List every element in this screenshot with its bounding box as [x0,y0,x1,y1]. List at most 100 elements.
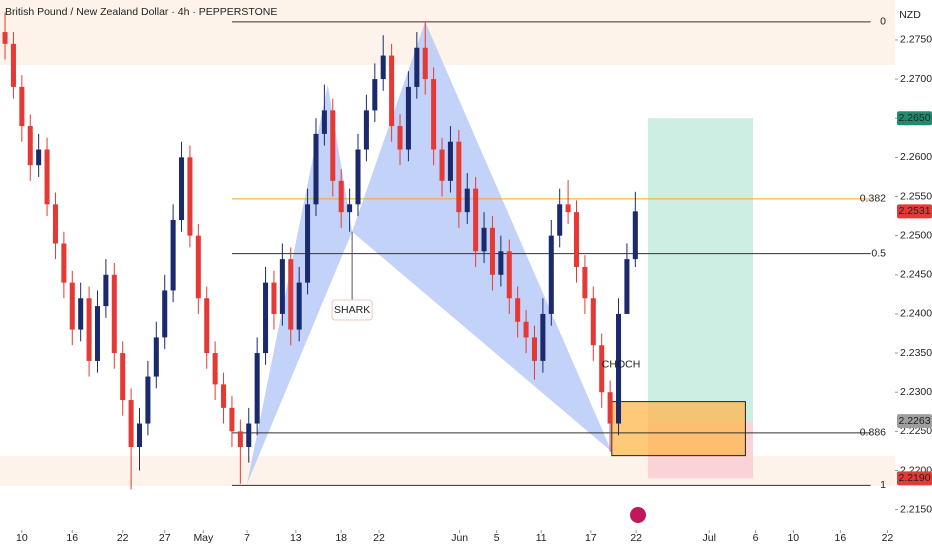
candle-body [162,290,168,338]
candle-body [229,407,235,432]
x-tick-label: Jun [451,532,468,544]
candle-body [195,235,201,299]
candle-body [464,188,470,213]
price-badge [897,111,932,126]
candle-body [582,266,588,299]
fib-label: 0.886 [860,427,886,439]
candle-body [338,180,344,213]
candle-body [111,274,117,354]
x-tick-label: Jul [703,532,716,544]
chart-title: British Pound / New Zealand Dollar · 4h … [5,6,277,18]
candle-body [170,219,176,291]
candle-body [557,204,563,236]
candle-body [481,227,487,252]
candle-body [397,126,403,150]
candle-body [615,313,622,424]
candle-body [632,211,638,260]
candle-body [456,141,462,213]
candle-body [103,274,109,307]
candle-body [86,298,92,361]
candle-body [296,282,302,330]
y-tick-label: 2.2350 [900,347,932,359]
price-badge-label: 2.2263 [898,415,930,427]
candle-body [78,298,84,330]
candle-body [405,86,411,150]
candle-body [27,126,33,166]
candle-body [36,149,42,166]
target-area [647,118,753,422]
plot [2,12,871,490]
candle-body [94,306,101,361]
x-tick-label: 13 [290,532,302,544]
x-tick-label: 22 [882,532,894,544]
candle-body [153,337,159,377]
candle-body [237,431,243,448]
y-tick-label: 2.2750 [900,34,932,46]
candle-body [515,298,521,322]
candle-body [531,337,537,361]
candle-body [120,353,126,401]
candle-body [279,259,285,314]
currency-label: NZD [899,9,921,21]
candle-body [128,400,134,448]
candle-body [414,47,420,87]
price-badge-label: 2.2650 [898,112,930,124]
candle-body [439,149,445,181]
fib-label: 0 [880,16,886,28]
candle-body [506,251,512,299]
candle-body [19,86,25,127]
candle-body [590,298,596,346]
y-tick-label: 2.2700 [900,73,932,85]
candle-body [204,298,210,354]
candle-body [624,259,630,314]
candle-body [52,204,58,244]
candle-body [540,313,546,361]
bottom-band [0,456,895,486]
fib-label: 0.382 [860,193,886,205]
candle-body [321,110,327,134]
y-tick-label: 2.2150 [900,503,932,515]
candle-body [288,259,294,330]
candle-body [573,212,580,267]
y-tick-label: 2.2600 [900,151,932,163]
candle-body [246,423,252,448]
candle-body [607,392,613,424]
x-tick-label: 7 [244,532,250,544]
y-tick-label: 2.2550 [900,190,932,202]
fib-label: 1 [880,479,886,491]
price-badge [897,414,932,429]
candle-body [145,376,151,424]
y-tick-label: 2.2450 [900,269,932,281]
candle-body [565,204,571,213]
candle-body [271,282,277,314]
x-tick-label: 10 [787,532,799,544]
x-tick-label: 22 [117,532,129,544]
candle-body [599,345,605,393]
candle-body [389,55,395,127]
candle-body [221,384,227,408]
candle-body [187,157,193,236]
candle-body [473,188,479,252]
x-tick-label: 10 [16,532,28,544]
candle-body [355,149,361,205]
x-tick-label: 6 [753,532,759,544]
annotation: CHOCH [602,359,641,371]
candle-body [212,353,218,385]
x-tick-label: 22 [630,532,642,544]
x-tick-label: 11 [536,532,547,544]
x-tick-label: 17 [585,532,597,544]
candle-body [61,243,67,283]
candle-body [305,204,311,283]
x-tick-label: May [193,532,214,544]
x-tick-label: 22 [373,532,385,544]
candle-body [2,32,8,44]
price-badge-label: 2.2190 [898,472,930,484]
price-badge [897,204,932,219]
candle-body [523,321,529,338]
annotation-box [331,299,373,321]
y-tick-label: 2.2500 [900,229,932,241]
candle-body [254,353,260,424]
x-tick-label: 16 [66,532,78,544]
candle-body [263,282,269,354]
